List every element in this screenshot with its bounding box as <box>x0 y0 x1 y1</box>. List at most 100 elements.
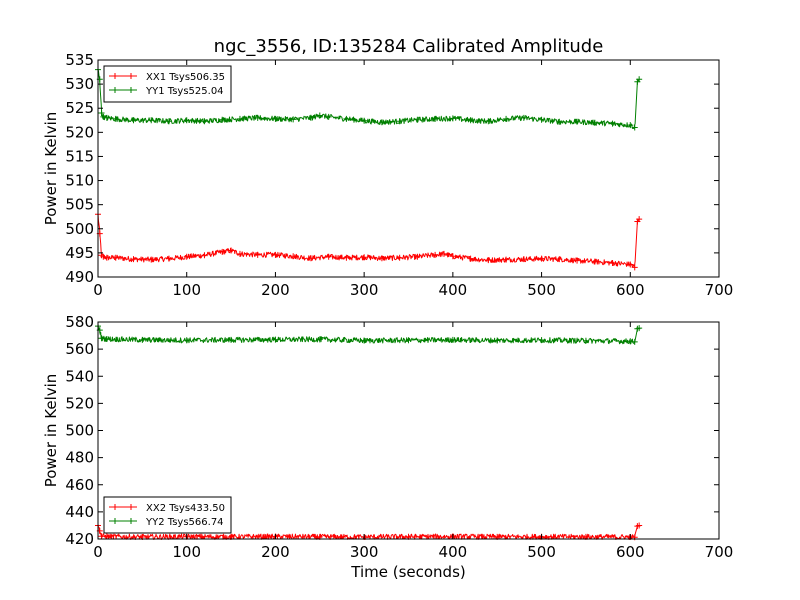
data-point-0-0-9 <box>183 253 190 260</box>
legend-0: XX1 Tsys506.35 YY1 Tsys525.04 <box>103 65 232 103</box>
data-point-0-1-16 <box>307 114 314 121</box>
data-point-0-0-33 <box>574 257 581 264</box>
data-point-0-0-10 <box>201 252 208 259</box>
x-tick-label: 600 <box>616 281 645 299</box>
legend-swatch-marker <box>112 73 134 79</box>
data-point-0-1-35 <box>627 122 634 129</box>
data-point-0-1-31 <box>556 118 563 125</box>
data-point-0-1-4 <box>103 114 110 121</box>
data-point-0-0-32 <box>556 256 563 263</box>
data-point-0-1-20 <box>361 117 368 124</box>
data-point-1-1-5 <box>183 337 190 344</box>
data-point-0-0-4 <box>103 254 110 261</box>
x-tick-label: 500 <box>527 543 556 561</box>
data-point-0-1-33 <box>591 119 598 126</box>
x-tick-label: 500 <box>527 281 556 299</box>
y-tick-label: 460 <box>65 476 94 494</box>
data-point-0-1-21 <box>378 119 385 126</box>
y-tick-label: 420 <box>65 530 94 548</box>
data-point-1-1-10 <box>405 337 412 344</box>
data-point-0-1-2 <box>98 110 105 117</box>
axes-frame-0 <box>97 59 720 278</box>
data-point-1-0-18 <box>636 522 643 529</box>
y-tick-label: 495 <box>65 244 94 262</box>
legend-swatch-marker <box>112 518 134 524</box>
data-point-0-0-30 <box>520 256 527 263</box>
data-point-0-1-26 <box>467 117 474 124</box>
data-point-1-1-11 <box>449 336 456 343</box>
data-point-0-0-39 <box>636 216 643 223</box>
y-tick-label: 480 <box>65 449 94 467</box>
data-point-0-0-6 <box>130 256 137 263</box>
data-point-0-1-36 <box>631 124 638 131</box>
data-point-0-0-28 <box>485 257 492 264</box>
data-point-1-1-4 <box>139 336 146 343</box>
data-point-0-1-7 <box>148 117 155 124</box>
x-tick-label: 100 <box>172 281 201 299</box>
data-point-0-0-36 <box>627 261 634 268</box>
x-tick-label: 400 <box>439 543 468 561</box>
data-point-0-0-20 <box>361 254 368 261</box>
x-tick-label: 300 <box>350 281 379 299</box>
data-point-0-0-27 <box>467 255 474 262</box>
y-axis-label: Power in Kelvin <box>42 374 60 488</box>
data-point-0-0-7 <box>148 256 155 263</box>
data-point-0-0-18 <box>325 253 332 260</box>
data-point-0-1-17 <box>316 112 323 119</box>
y-tick-label: 505 <box>65 196 94 214</box>
series-line-0-0 <box>97 213 640 268</box>
y-tick-label: 520 <box>65 123 94 141</box>
data-point-0-1-9 <box>183 117 190 124</box>
legend-swatch-marker <box>112 87 134 93</box>
x-tick-label: 100 <box>172 543 201 561</box>
data-point-0-0-23 <box>414 253 421 260</box>
data-point-1-1-15 <box>627 338 634 345</box>
data-point-0-1-12 <box>236 115 243 122</box>
data-point-0-0-29 <box>503 256 510 263</box>
legend-entry-label: XX2 Tsys433.50 <box>146 503 225 514</box>
data-point-0-1-23 <box>414 116 421 123</box>
data-point-0-1-25 <box>449 115 456 122</box>
data-point-0-1-28 <box>503 115 510 122</box>
data-point-0-0-35 <box>609 260 616 267</box>
data-point-0-0-13 <box>236 250 243 257</box>
y-tick-label: 560 <box>65 340 94 358</box>
data-point-0-1-10 <box>201 118 208 125</box>
data-point-0-1-3 <box>100 113 107 120</box>
legend-box <box>103 496 232 534</box>
data-point-0-1-6 <box>130 117 137 124</box>
data-point-0-0-22 <box>396 254 403 261</box>
y-tick-label: 540 <box>65 367 94 385</box>
data-point-1-1-16 <box>631 338 638 345</box>
bottom-panel: 0 100 200 300 400 500 600 700 420 440 460 480 500 520… <box>42 313 733 581</box>
chart-title: ngc_3556, ID:135284 Calibrated Amplitude <box>214 36 604 57</box>
x-tick-label: 200 <box>261 543 290 561</box>
data-point-1-1-2 <box>98 335 105 342</box>
data-point-1-1-7 <box>272 336 279 343</box>
data-point-0-1-14 <box>272 115 279 122</box>
data-point-0-0-24 <box>432 251 439 258</box>
y-tick-label: 500 <box>65 422 94 440</box>
data-point-0-1-22 <box>396 118 403 125</box>
data-point-0-0-11 <box>219 248 226 255</box>
data-point-0-1-38 <box>636 76 643 83</box>
legend-entry-label: XX1 Tsys506.35 <box>146 72 225 83</box>
legend-1: XX2 Tsys433.50 YY2 Tsys566.74 <box>103 496 232 534</box>
data-point-0-1-5 <box>112 115 119 122</box>
data-point-0-0-26 <box>449 253 456 260</box>
data-point-0-0-21 <box>378 255 385 262</box>
data-point-0-0-16 <box>290 253 297 260</box>
y-tick-label: 440 <box>65 503 94 521</box>
data-point-0-1-29 <box>520 114 527 121</box>
x-tick-label: 0 <box>93 543 103 561</box>
legend-entry-label: YY1 Tsys525.04 <box>145 86 224 97</box>
data-point-0-1-18 <box>325 113 332 120</box>
data-point-1-1-12 <box>494 337 501 344</box>
x-tick-label: 700 <box>705 543 734 561</box>
x-tick-label: 700 <box>705 281 734 299</box>
data-point-0-1-32 <box>574 118 581 125</box>
data-point-0-1-34 <box>609 120 616 127</box>
x-axis-label: Time (seconds) <box>350 563 466 581</box>
y-tick-label: 535 <box>65 51 94 69</box>
